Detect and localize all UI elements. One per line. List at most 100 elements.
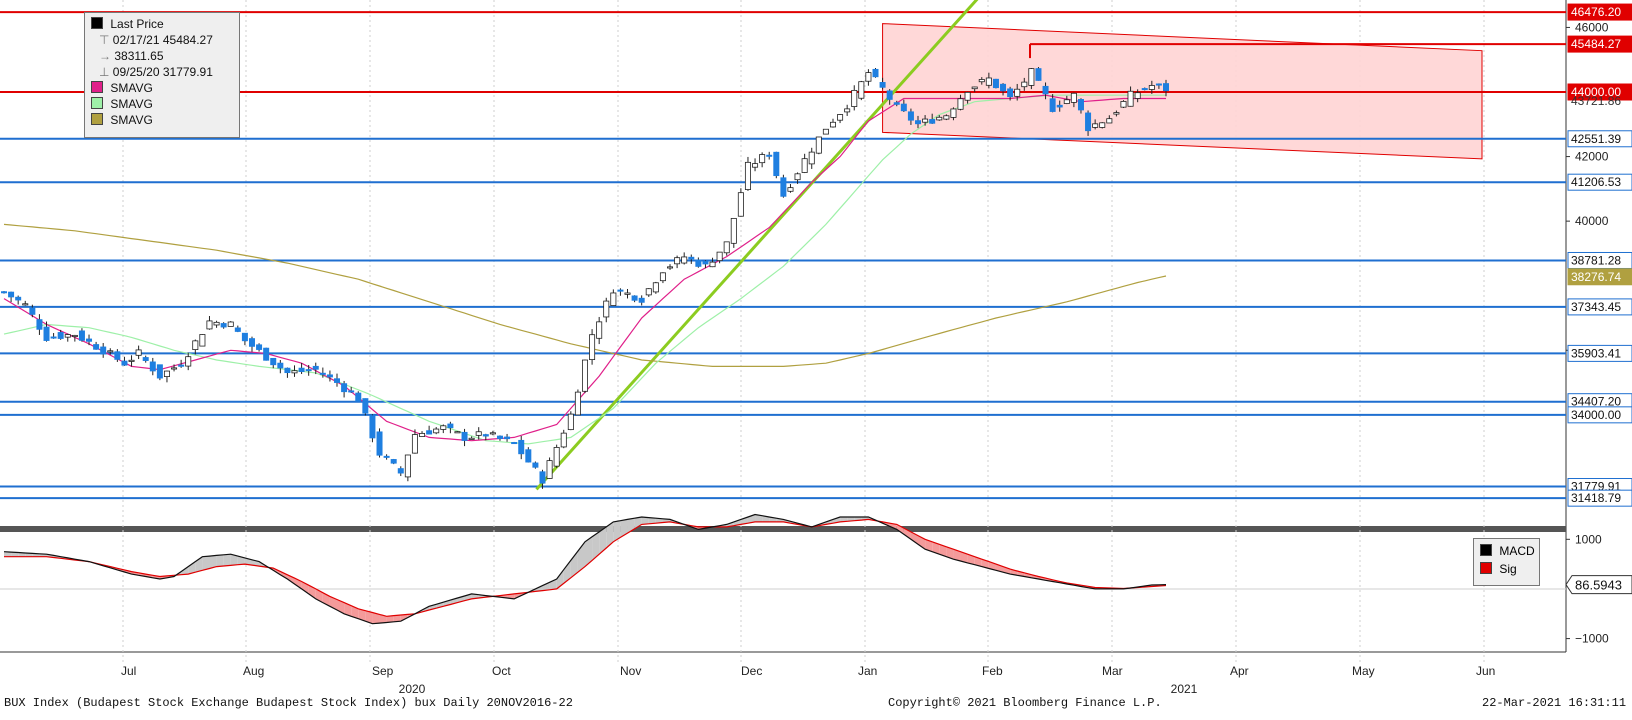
macd-histogram-fill — [755, 514, 763, 522]
level-tag-label: 45484.27 — [1571, 37, 1621, 51]
candle-body — [737, 192, 744, 217]
candle-body — [667, 266, 674, 269]
sma-mid-line — [3, 94, 1166, 445]
macd-last-value-label: 86.5943 — [1575, 578, 1622, 593]
candle-body — [1127, 90, 1134, 107]
candle-body — [574, 391, 581, 416]
x-tick-label: Apr — [1230, 664, 1249, 678]
macd-histogram-fill — [655, 518, 663, 524]
candle-body — [440, 425, 447, 430]
candle-body — [617, 289, 624, 292]
candle-body — [907, 111, 914, 121]
candle-body — [57, 332, 64, 339]
candle-body — [723, 241, 730, 254]
level-tag — [1567, 173, 1632, 191]
candle-body — [121, 360, 128, 366]
candle-body — [355, 392, 362, 402]
footer-timestamp: 22-Mar-2021 16:31:11 — [1482, 696, 1627, 710]
candle-body — [163, 370, 170, 377]
candle-body — [241, 332, 248, 342]
candle-body — [36, 319, 43, 330]
candle-body — [142, 357, 149, 361]
candle-body — [759, 154, 766, 164]
candle-body — [1163, 83, 1170, 92]
sig-swatch-icon — [1480, 562, 1492, 574]
candle-body — [950, 108, 957, 118]
macd-histogram-fill — [287, 574, 295, 584]
candle-body — [511, 442, 518, 445]
candle-body — [43, 326, 50, 341]
candle-body — [227, 321, 234, 327]
candle-body — [837, 114, 844, 121]
legend-sma3-row: SMAVG — [91, 112, 153, 128]
macd-histogram-fill — [202, 556, 210, 571]
candle-body — [872, 68, 879, 78]
candle-body — [8, 291, 15, 298]
candle-body — [390, 459, 397, 464]
candle-body — [567, 413, 574, 431]
candle-body — [468, 437, 475, 440]
macd-histogram-fill — [379, 614, 387, 624]
macd-histogram-fill — [832, 516, 841, 524]
legend-low-row: ⊥ 09/25/20 31779.91 — [99, 64, 213, 80]
macd-histogram-fill — [188, 561, 196, 575]
macd-legend-row: MACD — [1480, 543, 1535, 560]
candle-body — [291, 370, 298, 374]
candle-body — [504, 436, 511, 440]
candle-body — [1000, 83, 1007, 92]
macd-histogram-fill — [641, 516, 649, 525]
level-tag — [1567, 130, 1632, 148]
candle-body — [1106, 118, 1113, 124]
macd-histogram-fill — [393, 615, 401, 622]
macd-histogram-fill — [620, 519, 628, 538]
level-tag — [1567, 406, 1632, 424]
candle-body — [1141, 88, 1148, 91]
candle-body — [376, 431, 383, 456]
candle-body — [1021, 81, 1028, 88]
x-tick-label: Mar — [1102, 664, 1123, 678]
candle-body — [1134, 92, 1141, 99]
level-tag — [1567, 489, 1632, 507]
macd-histogram-fill — [570, 551, 578, 578]
legend-sma2: SMAVG — [110, 97, 153, 111]
candle-body — [1028, 68, 1035, 86]
macd-histogram-fill — [181, 566, 189, 575]
candle-body — [319, 372, 326, 375]
candle-body — [369, 415, 376, 439]
candle-body — [808, 151, 815, 165]
macd-histogram-fill — [563, 560, 571, 584]
candle-body — [879, 82, 886, 88]
candle-body — [560, 432, 567, 448]
candle-body — [518, 439, 525, 455]
legend-sma1: SMAVG — [110, 81, 153, 95]
macd-histogram-fill — [903, 528, 911, 540]
level-tag-label: 44000.00 — [1571, 85, 1621, 99]
level-tag-label: 46476.20 — [1571, 5, 1621, 19]
candle-body — [482, 434, 489, 437]
candle-body — [1035, 68, 1042, 81]
candle-body — [766, 154, 773, 157]
candle-body — [1155, 83, 1162, 86]
candle-body — [992, 78, 999, 89]
y-tick-label: 42000 — [1575, 150, 1609, 164]
macd-histogram-fill — [18, 552, 26, 557]
trend-line — [535, 0, 979, 491]
candle-body — [985, 77, 992, 86]
legend-title-row: Last Price — [91, 16, 164, 32]
candle-body — [659, 272, 666, 282]
candle-body — [447, 423, 454, 429]
candle-body — [943, 115, 950, 120]
macd-histogram-fill — [648, 517, 656, 524]
macd-histogram-fill — [733, 519, 741, 526]
candle-body — [915, 120, 922, 125]
candle-body — [978, 79, 985, 83]
year-label: 2020 — [399, 682, 426, 696]
candle-body — [610, 292, 617, 306]
macd-legend-label: MACD — [1499, 544, 1535, 558]
macd-histogram-fill — [230, 554, 238, 566]
candle-body — [553, 447, 560, 467]
candle-body — [801, 158, 808, 173]
candle-body — [348, 390, 355, 393]
pane-separator — [0, 526, 1566, 532]
